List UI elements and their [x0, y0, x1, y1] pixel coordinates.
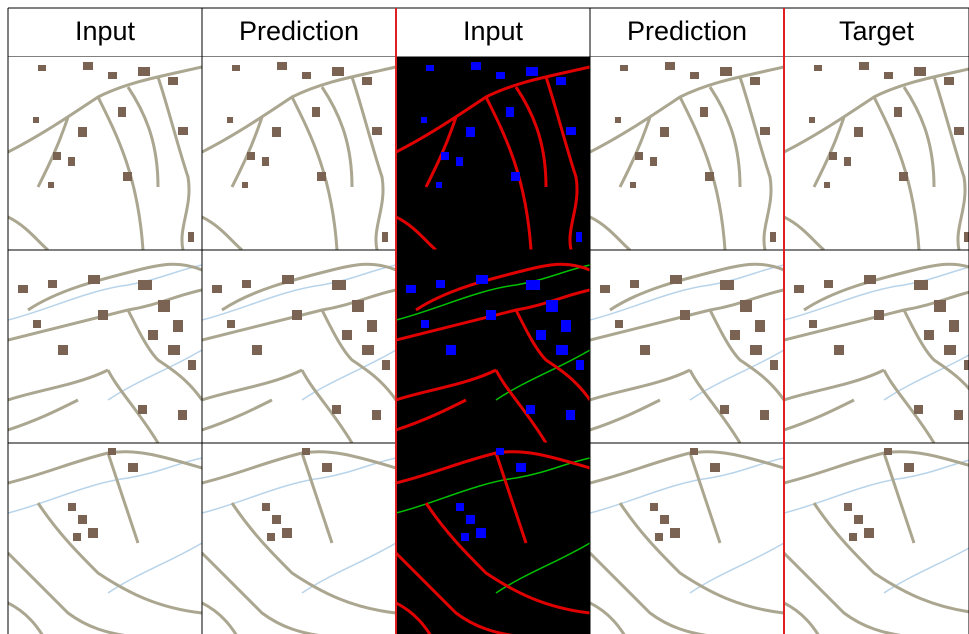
map-tile [8, 250, 202, 443]
grid [7, 8, 969, 634]
map-tile [396, 250, 590, 443]
tile-bg [590, 57, 784, 250]
column-header: Target [839, 16, 915, 46]
column-header: Input [463, 16, 524, 46]
column-header: Input [75, 16, 136, 46]
map-tile [784, 57, 969, 250]
tile-bg [784, 57, 969, 250]
tile-bg [202, 57, 396, 250]
tile-bg [784, 250, 969, 443]
column-header: Prediction [239, 16, 359, 46]
map-tile [784, 250, 969, 443]
map-tile [590, 443, 784, 634]
map-tile [590, 57, 784, 250]
tile-bg [8, 443, 202, 634]
tile-bg [8, 57, 202, 250]
map-tile [590, 250, 784, 443]
column-header: Prediction [627, 16, 747, 46]
map-tile [202, 443, 396, 634]
map-tile [202, 57, 396, 250]
map-tile [396, 443, 590, 634]
tile-bg [202, 443, 396, 634]
tile-bg [396, 57, 590, 250]
map-tile [8, 57, 202, 250]
tile-bg [590, 443, 784, 634]
map-tile [396, 57, 590, 250]
map-tile [784, 443, 969, 634]
tile-bg [396, 443, 590, 634]
map-tile [8, 443, 202, 634]
map-tile [202, 250, 396, 443]
